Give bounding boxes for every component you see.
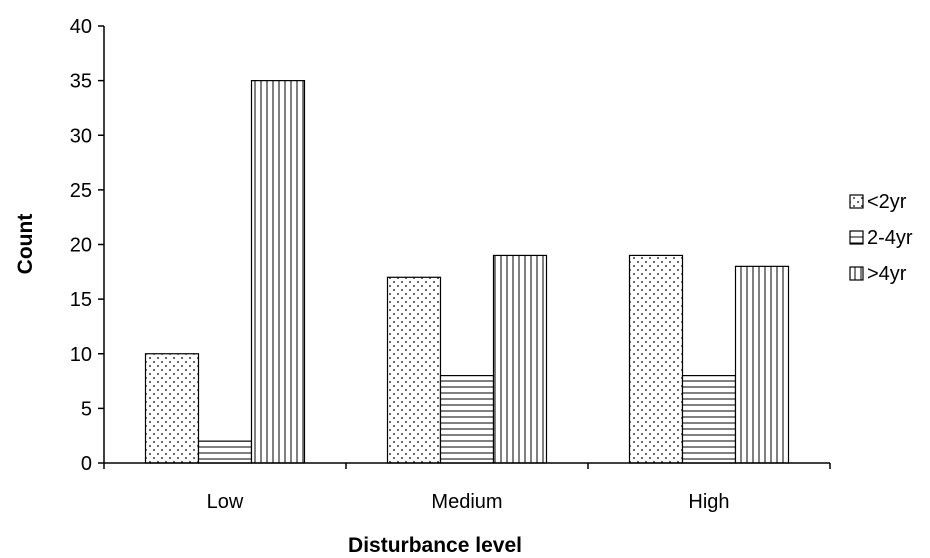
y-axis-title: Count [14,214,37,275]
x-axis: Low Medium High [103,462,831,513]
y-tick-label: 15 [70,289,92,311]
legend: <2yr 2-4yr >4yr [849,191,913,285]
y-tick-label: 30 [70,125,92,147]
y-axis: 0 5 10 15 20 25 30 35 40 [70,16,105,475]
legend-swatch [849,194,864,209]
plot-area [144,80,790,464]
bar-1-0 [386,276,442,464]
bar-1-2 [492,254,548,464]
legend-swatch [849,266,864,281]
legend-swatch [849,230,864,245]
bar-2-2 [734,265,790,464]
legend-label: >4yr [867,263,907,285]
y-tick-label: 20 [70,235,92,257]
y-tick-label: 10 [70,344,92,366]
legend-label: <2yr [867,191,907,213]
x-tick-label: Low [207,491,244,513]
bar-0-0 [144,353,200,464]
x-tick-label: Medium [431,491,502,513]
bar-0-1 [197,440,253,464]
bar-2-0 [628,254,684,464]
y-tick-label: 5 [81,398,92,420]
bar-1-1 [439,375,495,464]
x-tick-label: High [688,491,729,513]
y-tick-label: 35 [70,71,92,93]
x-axis-title: Disturbance level [348,534,522,557]
bar-0-2 [250,80,306,464]
legend-label: 2-4yr [867,227,913,249]
bar-2-1 [681,375,737,464]
y-tick-label: 0 [81,453,92,475]
y-tick-label: 25 [70,180,92,202]
y-tick-label: 40 [70,16,92,38]
